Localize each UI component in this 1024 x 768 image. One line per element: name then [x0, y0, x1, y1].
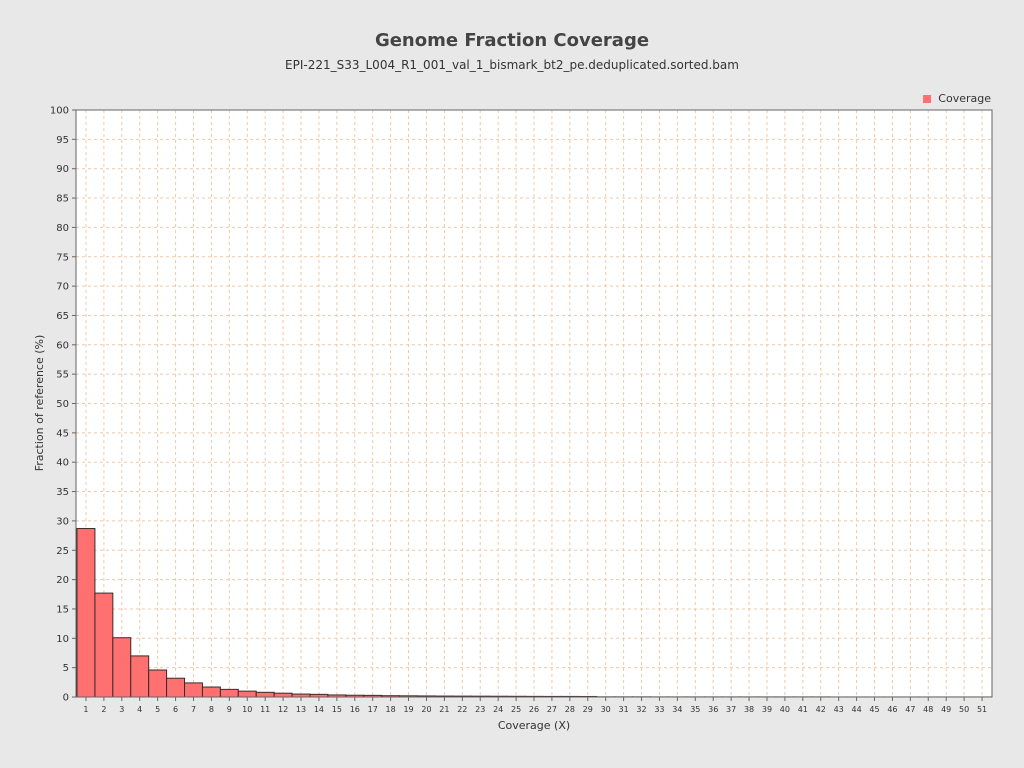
- bar: [273, 692, 293, 698]
- x-tick-label: 24: [493, 705, 503, 714]
- y-axis: 0 5 10 15 20 25 30 35 40 45 50 55 60 65 70 75 80 85 90 95 10…: [50, 106, 76, 704]
- x-tick-label: 36: [708, 705, 718, 714]
- bar: [237, 690, 257, 698]
- bar: [76, 528, 96, 698]
- x-tick-label: 12: [278, 705, 288, 714]
- y-tick-label: 95: [56, 135, 69, 146]
- x-tick-label: 2: [101, 705, 106, 714]
- y-tick-label: 5: [63, 663, 69, 674]
- x-axis: 1 2 3 4 5 6 7 8 9 10 11 12 13 14 15 16 17 18 19 20 21 22 23 24 2…: [83, 697, 987, 714]
- x-tick-label: 16: [350, 705, 360, 714]
- y-tick-label: 60: [56, 340, 69, 351]
- x-tick-label: 21: [439, 705, 449, 714]
- x-tick-label: 28: [565, 705, 575, 714]
- y-tick-label: 50: [56, 399, 69, 410]
- x-tick-label: 19: [403, 705, 413, 714]
- x-tick-label: 51: [977, 705, 987, 714]
- y-tick-label: 65: [56, 311, 69, 322]
- y-tick-label: 100: [50, 106, 69, 117]
- bar: [166, 677, 186, 698]
- y-tick-label: 30: [56, 516, 69, 527]
- x-tick-label: 13: [296, 705, 306, 714]
- x-tick-label: 9: [227, 705, 232, 714]
- x-tick-label: 3: [119, 705, 124, 714]
- x-tick-label: 44: [851, 705, 861, 714]
- y-tick-label: 10: [56, 634, 69, 645]
- x-tick-label: 35: [690, 705, 700, 714]
- y-tick-label: 70: [56, 282, 69, 293]
- grid: [76, 110, 992, 697]
- legend: Coverage: [923, 92, 991, 105]
- y-tick-label: 40: [56, 458, 69, 469]
- x-tick-label: 33: [654, 705, 664, 714]
- x-tick-label: 8: [209, 705, 214, 714]
- y-tick-label: 0: [63, 693, 69, 704]
- x-tick-label: 47: [905, 705, 915, 714]
- x-tick-label: 43: [834, 705, 844, 714]
- x-tick-label: 49: [941, 705, 951, 714]
- x-tick-label: 14: [314, 705, 324, 714]
- x-tick-label: 46: [887, 705, 897, 714]
- x-tick-label: 5: [155, 705, 160, 714]
- x-tick-label: 22: [457, 705, 467, 714]
- x-tick-label: 17: [368, 705, 378, 714]
- x-axis-label: Coverage (X): [498, 719, 570, 732]
- y-tick-label: 55: [56, 370, 69, 381]
- bar: [94, 592, 114, 698]
- chart-subtitle: EPI-221_S33_L004_R1_001_val_1_bismark_bt…: [285, 58, 739, 72]
- x-tick-label: 10: [242, 705, 252, 714]
- y-tick-label: 20: [56, 575, 69, 586]
- bar: [148, 669, 168, 698]
- x-tick-label: 42: [816, 705, 826, 714]
- y-tick-label: 35: [56, 487, 69, 498]
- bar: [184, 682, 203, 698]
- x-tick-label: 50: [959, 705, 969, 714]
- y-tick-label: 80: [56, 223, 69, 234]
- x-tick-label: 37: [726, 705, 736, 714]
- y-axis-label: Fraction of reference (%): [33, 335, 46, 472]
- x-tick-label: 38: [744, 705, 754, 714]
- y-tick-label: 25: [56, 546, 69, 557]
- x-tick-label: 30: [601, 705, 611, 714]
- x-tick-label: 34: [672, 705, 682, 714]
- bar: [130, 655, 150, 698]
- x-tick-label: 31: [619, 705, 629, 714]
- bar: [255, 691, 275, 698]
- x-tick-label: 11: [260, 705, 270, 714]
- y-tick-label: 85: [56, 194, 69, 205]
- x-tick-label: 18: [386, 705, 396, 714]
- y-tick-label: 45: [56, 428, 69, 439]
- x-tick-label: 26: [529, 705, 539, 714]
- x-tick-label: 15: [332, 705, 342, 714]
- x-tick-label: 4: [137, 705, 142, 714]
- x-tick-label: 32: [636, 705, 646, 714]
- legend-label: Coverage: [938, 92, 991, 105]
- x-tick-label: 41: [798, 705, 808, 714]
- x-tick-label: 40: [780, 705, 790, 714]
- x-tick-label: 1: [83, 705, 88, 714]
- x-tick-label: 27: [547, 705, 557, 714]
- x-tick-label: 23: [475, 705, 485, 714]
- x-tick-label: 45: [869, 705, 879, 714]
- x-tick-label: 29: [583, 705, 593, 714]
- bar: [112, 637, 132, 698]
- bar: [219, 688, 239, 698]
- chart-title: Genome Fraction Coverage: [374, 30, 650, 51]
- x-tick-label: 25: [511, 705, 521, 714]
- y-tick-label: 15: [56, 604, 69, 615]
- x-tick-label: 39: [762, 705, 772, 714]
- x-tick-label: 7: [191, 705, 196, 714]
- legend-swatch: [923, 94, 932, 103]
- bar: [201, 686, 221, 698]
- x-tick-label: 20: [421, 705, 431, 714]
- y-tick-label: 75: [56, 252, 69, 263]
- x-tick-label: 6: [173, 705, 178, 714]
- y-tick-label: 90: [56, 164, 69, 175]
- x-tick-label: 48: [923, 705, 933, 714]
